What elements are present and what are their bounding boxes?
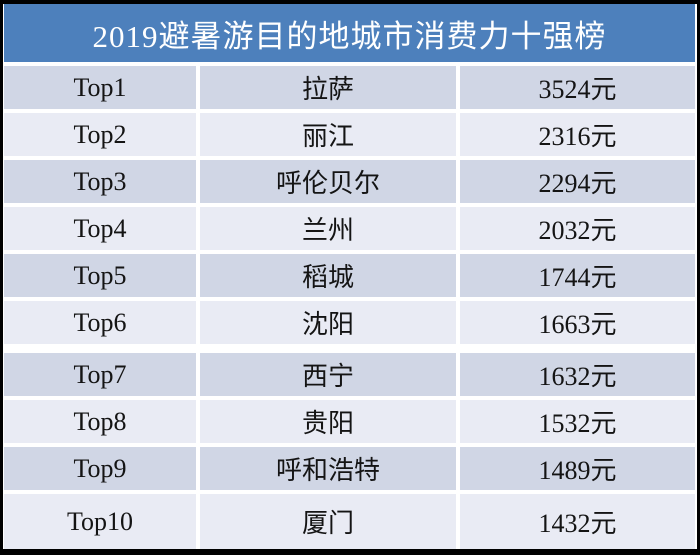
- rank-cell: Top6: [4, 301, 196, 344]
- city-cell: 呼和浩特: [200, 447, 456, 490]
- price-cell: 2316元: [460, 113, 695, 156]
- rank-cell: Top3: [4, 160, 196, 203]
- table-title: 2019避暑游目的地城市消费力十强榜: [92, 18, 607, 54]
- table-row: Top1 拉萨 3524元: [4, 66, 695, 109]
- table-row: Top9 呼和浩特 1489元: [4, 447, 695, 490]
- city-cell: 西宁: [200, 353, 456, 396]
- city-cell: 稻城: [200, 254, 456, 297]
- city-cell: 贵阳: [200, 400, 456, 443]
- price-cell: 1432元: [460, 494, 695, 549]
- rank-cell: Top8: [4, 400, 196, 443]
- table-row: Top2 丽江 2316元: [4, 113, 695, 156]
- table-row: Top6 沈阳 1663元: [4, 301, 695, 344]
- table-title-bar: 2019避暑游目的地城市消费力十强榜: [4, 4, 695, 62]
- price-cell: 2294元: [460, 160, 695, 203]
- rank-cell: Top1: [4, 66, 196, 109]
- price-cell: 1744元: [460, 254, 695, 297]
- table-row: Top7 西宁 1632元: [4, 353, 695, 396]
- city-cell: 丽江: [200, 113, 456, 156]
- rank-cell: Top7: [4, 353, 196, 396]
- rank-cell: Top10: [4, 494, 196, 549]
- price-cell: 3524元: [460, 66, 695, 109]
- table-row: Top8 贵阳 1532元: [4, 400, 695, 443]
- city-cell: 呼伦贝尔: [200, 160, 456, 203]
- rank-cell: Top2: [4, 113, 196, 156]
- price-cell: 2032元: [460, 207, 695, 250]
- price-cell: 1532元: [460, 400, 695, 443]
- city-cell: 厦门: [200, 494, 456, 549]
- city-cell: 兰州: [200, 207, 456, 250]
- rank-cell: Top5: [4, 254, 196, 297]
- price-cell: 1632元: [460, 353, 695, 396]
- table-row: Top3 呼伦贝尔 2294元: [4, 160, 695, 203]
- city-cell: 拉萨: [200, 66, 456, 109]
- table-row: Top10 厦门 1432元: [4, 494, 695, 549]
- table-row: Top5 稻城 1744元: [4, 254, 695, 297]
- price-cell: 1489元: [460, 447, 695, 490]
- ranking-table: 2019避暑游目的地城市消费力十强榜 Top1 拉萨 3524元 Top2 丽江…: [3, 4, 697, 549]
- rank-cell: Top4: [4, 207, 196, 250]
- city-cell: 沈阳: [200, 301, 456, 344]
- rank-cell: Top9: [4, 447, 196, 490]
- table-row: Top4 兰州 2032元: [4, 207, 695, 250]
- price-cell: 1663元: [460, 301, 695, 344]
